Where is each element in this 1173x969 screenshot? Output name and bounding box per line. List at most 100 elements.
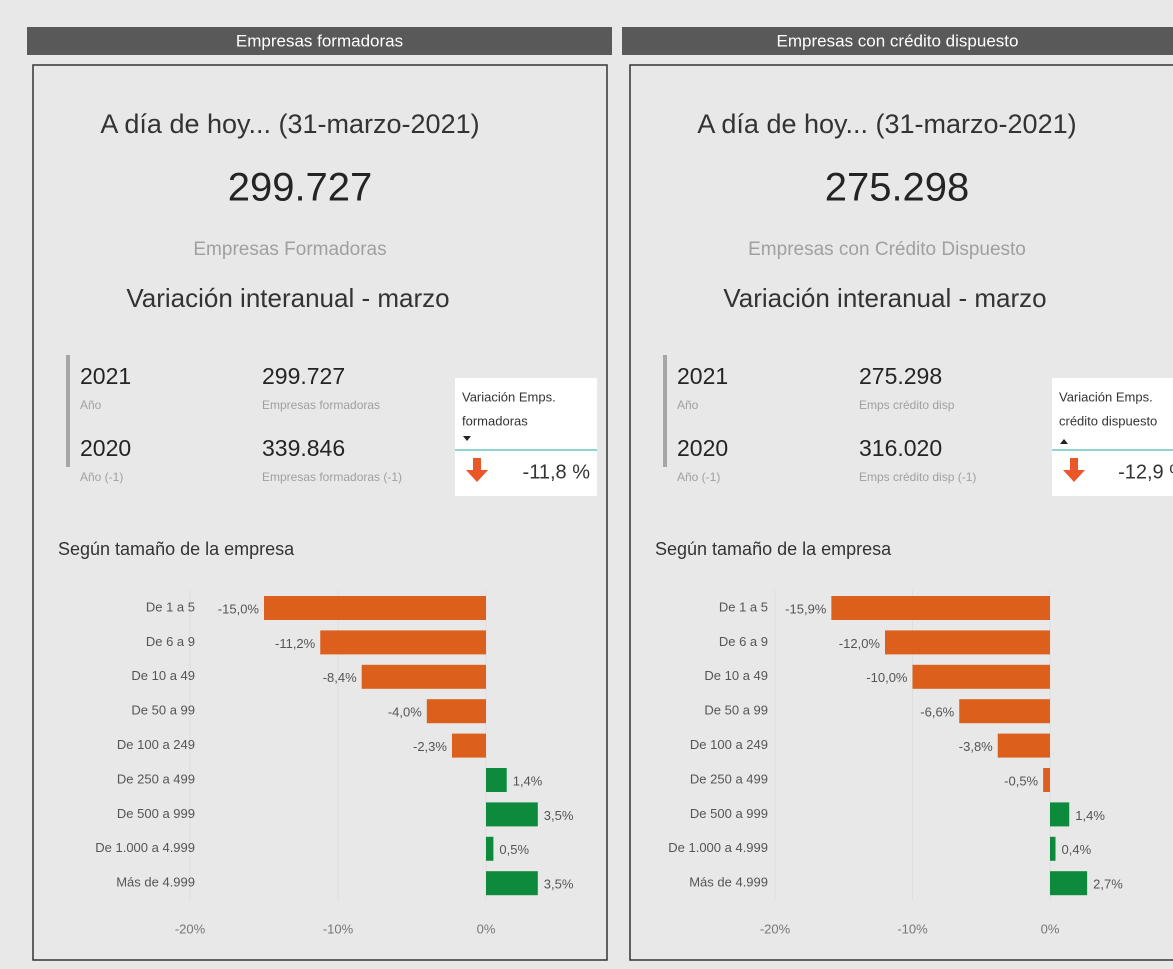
value-label: 1,4% bbox=[513, 773, 543, 788]
header-title: Empresas con crédito dispuesto bbox=[777, 31, 1019, 50]
value-label: -0,5% bbox=[1004, 773, 1038, 788]
bar bbox=[997, 733, 1050, 758]
total-value: 275.298 bbox=[825, 166, 970, 210]
header-title: Empresas formadoras bbox=[236, 31, 403, 50]
bar bbox=[1050, 836, 1056, 861]
kpi-value-label: Emps crédito disp bbox=[859, 398, 955, 412]
category-label: Más de 4.999 bbox=[116, 875, 195, 890]
card-title: formadoras bbox=[462, 413, 528, 428]
chart-title: Según tamaño de la empresa bbox=[58, 539, 295, 559]
category-label: De 50 a 99 bbox=[131, 703, 195, 718]
kpi-value: 339.846 bbox=[262, 435, 345, 461]
bar bbox=[486, 768, 507, 792]
category-label: De 100 a 249 bbox=[690, 737, 768, 752]
kpi-year-label: Año bbox=[80, 398, 102, 412]
kpi-year: 2020 bbox=[677, 435, 728, 461]
bar bbox=[959, 699, 1050, 724]
as-of: A día de hoy... (31-marzo-2021) bbox=[697, 109, 1076, 139]
category-label: De 6 a 9 bbox=[146, 634, 195, 649]
bar bbox=[451, 733, 486, 758]
value-label: -15,0% bbox=[218, 601, 260, 616]
bar bbox=[361, 664, 486, 689]
bar bbox=[264, 596, 486, 620]
bar bbox=[426, 699, 486, 724]
category-label: De 1 a 5 bbox=[146, 599, 195, 614]
value-label: -2,3% bbox=[413, 739, 447, 754]
value-label: -6,6% bbox=[920, 705, 954, 720]
kpi-value-label: Empresas formadoras (-1) bbox=[262, 470, 402, 484]
kpi-year: 2020 bbox=[80, 435, 131, 461]
value-label: -11,2% bbox=[275, 636, 316, 651]
kpi-year: 2021 bbox=[80, 363, 131, 389]
x-tick-label: -10% bbox=[897, 921, 928, 936]
x-tick-label: -10% bbox=[323, 921, 354, 936]
bar bbox=[831, 596, 1050, 620]
value-label: 1,4% bbox=[1075, 808, 1105, 823]
kpi-year: 2021 bbox=[677, 363, 728, 389]
bar bbox=[320, 630, 486, 655]
value-label: -12,0% bbox=[839, 636, 881, 651]
bar bbox=[1043, 768, 1050, 792]
category-label: De 1 a 5 bbox=[719, 599, 768, 614]
bar bbox=[885, 630, 1050, 655]
kpi-year-label: Año (-1) bbox=[80, 470, 123, 484]
kpi-year-label: Año (-1) bbox=[677, 470, 720, 484]
bar bbox=[486, 836, 494, 861]
panel-border bbox=[629, 64, 1173, 961]
value-label: 3,5% bbox=[544, 808, 574, 823]
card-value: -12,9 % bbox=[1118, 461, 1173, 483]
card-title: Variación Emps. bbox=[1059, 389, 1153, 404]
kpi-value-label: Empresas formadoras bbox=[262, 398, 380, 412]
chart-title: Según tamaño de la empresa bbox=[655, 539, 892, 559]
x-tick-label: 0% bbox=[477, 921, 496, 936]
value-label: -3,8% bbox=[959, 739, 993, 754]
value-label: 0,5% bbox=[499, 842, 529, 857]
category-label: De 100 a 249 bbox=[117, 737, 195, 752]
value-label: 0,4% bbox=[1062, 842, 1092, 857]
value-label: -10,0% bbox=[866, 670, 908, 685]
card-value: -11,8 % bbox=[523, 461, 591, 483]
category-label: De 6 a 9 bbox=[719, 634, 768, 649]
total-value: 299.727 bbox=[228, 166, 373, 210]
category-label: De 1.000 a 4.999 bbox=[668, 840, 768, 855]
category-label: De 500 a 999 bbox=[117, 806, 195, 821]
variation-title: Variación interanual - marzo bbox=[126, 283, 449, 313]
card-title: Variación Emps. bbox=[462, 389, 556, 404]
header-bar bbox=[27, 27, 612, 55]
bar bbox=[912, 664, 1050, 689]
category-label: Más de 4.999 bbox=[689, 875, 768, 890]
caret bbox=[463, 436, 471, 441]
value-label: 3,5% bbox=[544, 877, 574, 892]
category-label: De 1.000 a 4.999 bbox=[95, 840, 195, 855]
value-label: -15,9% bbox=[785, 601, 827, 616]
variation-title: Variación interanual - marzo bbox=[723, 283, 1046, 313]
panel-border bbox=[32, 64, 608, 961]
x-tick-label: 0% bbox=[1041, 921, 1060, 936]
bar bbox=[486, 871, 538, 896]
kpi-value: 316.020 bbox=[859, 435, 942, 461]
kpi-bar bbox=[66, 355, 70, 467]
caret bbox=[1060, 439, 1068, 444]
kpi-value: 275.298 bbox=[859, 363, 942, 389]
total-label: Empresas Formadoras bbox=[193, 239, 386, 260]
value-label: 2,7% bbox=[1093, 877, 1123, 892]
category-label: De 500 a 999 bbox=[690, 806, 768, 821]
value-label: -4,0% bbox=[388, 705, 422, 720]
down-arrow bbox=[1063, 458, 1085, 482]
kpi-value: 299.727 bbox=[262, 363, 345, 389]
kpi-bar bbox=[663, 355, 667, 467]
x-tick-label: -20% bbox=[760, 921, 791, 936]
bar bbox=[1050, 802, 1070, 827]
header-bar bbox=[622, 27, 1173, 55]
bar bbox=[1050, 871, 1088, 896]
kpi-year-label: Año bbox=[677, 398, 699, 412]
category-label: De 250 a 499 bbox=[117, 771, 195, 786]
as-of: A día de hoy... (31-marzo-2021) bbox=[100, 109, 479, 139]
kpi-value-label: Emps crédito disp (-1) bbox=[859, 470, 976, 484]
down-arrow bbox=[466, 458, 488, 482]
category-label: De 50 a 99 bbox=[704, 703, 768, 718]
card-title: crédito dispuesto bbox=[1059, 413, 1157, 428]
bar bbox=[486, 802, 538, 827]
value-label: -8,4% bbox=[323, 670, 357, 685]
